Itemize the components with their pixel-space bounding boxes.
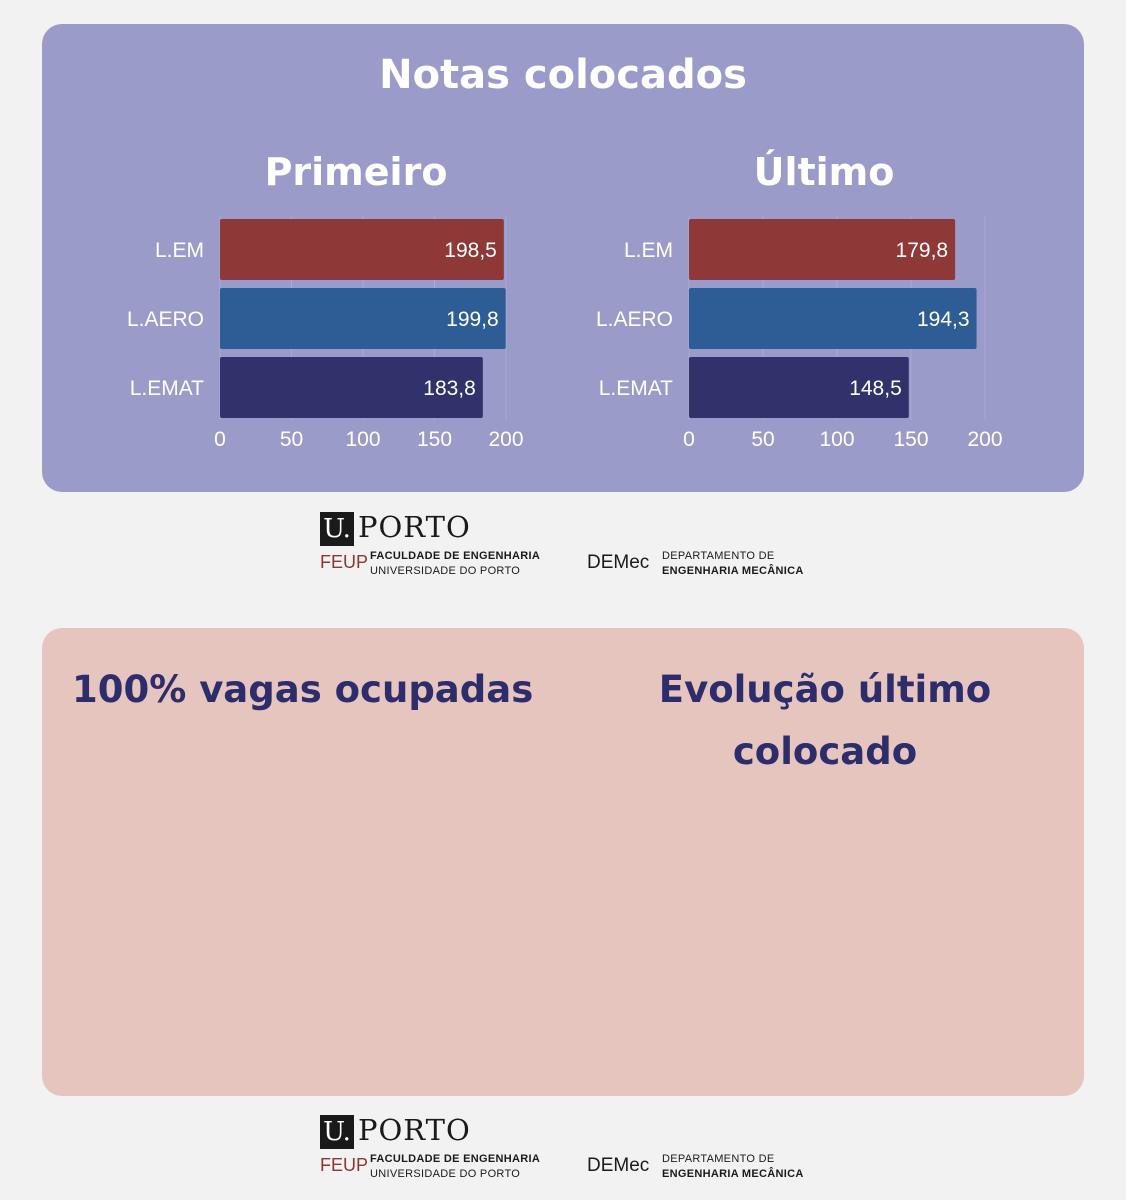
department-line1: DEPARTAMENTO DE [662, 1153, 775, 1165]
primeiro-category-label: L.AERO [127, 308, 204, 331]
primeiro-tick-label: 50 [280, 428, 303, 451]
uporto-logo-mark: U. [320, 512, 354, 546]
logo-block: U. PORTO FEUP FACULDADE DE ENGENHARIA UN… [320, 510, 820, 582]
primeiro-title: Primeiro [264, 150, 448, 194]
primeiro-tick-label: 0 [214, 428, 226, 451]
department-line2: ENGENHARIA MECÂNICA [662, 565, 804, 577]
ultimo-bar [689, 357, 909, 418]
department-line2: ENGENHARIA MECÂNICA [662, 1168, 804, 1180]
primeiro-category-label: L.EMAT [130, 377, 204, 400]
faculty-name: FACULDADE DE ENGENHARIA [370, 1153, 541, 1165]
ultimo-bar [689, 288, 977, 349]
ultimo-tick-label: 100 [819, 428, 854, 451]
uporto-wordmark: PORTO [358, 510, 471, 544]
primeiro-tick-label: 150 [417, 428, 452, 451]
vagas-evolucao-panel [42, 628, 1084, 1096]
primeiro-category-label: L.EM [155, 239, 204, 262]
notas-title: Notas colocados [379, 52, 747, 98]
primeiro-value-label: 183,8 [423, 377, 476, 400]
primeiro-bar [220, 219, 504, 280]
primeiro-bar [220, 357, 483, 418]
university-name: UNIVERSIDADE DO PORTO [370, 1168, 521, 1180]
feup-mark: FEUP [320, 552, 369, 572]
primeiro-tick-label: 100 [345, 428, 380, 451]
vagas-title: 100% vagas ocupadas [72, 668, 534, 711]
demec-mark: DEMec [587, 1155, 650, 1176]
ultimo-category-label: L.EM [624, 239, 673, 262]
uporto-logo-mark: U. [320, 1115, 354, 1149]
faculty-name: FACULDADE DE ENGENHARIA [370, 550, 541, 562]
ultimo-tick-label: 200 [967, 428, 1002, 451]
university-name: UNIVERSIDADE DO PORTO [370, 565, 521, 577]
ultimo-value-label: 179,8 [896, 239, 949, 262]
ultimo-tick-label: 0 [683, 428, 695, 451]
uporto-wordmark: PORTO [358, 1113, 471, 1147]
ultimo-value-label: 148,5 [849, 377, 902, 400]
evolucao-title-line2: colocado [732, 730, 918, 773]
demec-mark: DEMec [587, 552, 650, 573]
evolucao-title-line1: Evolução último [658, 668, 992, 711]
logo-block-bottom: U. PORTO FEUP FACULDADE DE ENGENHARIA UN… [320, 1113, 820, 1185]
ultimo-bar [689, 219, 956, 280]
primeiro-tick-label: 200 [488, 428, 523, 451]
ultimo-tick-label: 150 [893, 428, 928, 451]
ultimo-category-label: L.AERO [596, 308, 673, 331]
ultimo-tick-label: 50 [751, 428, 774, 451]
ultimo-category-label: L.EMAT [599, 377, 673, 400]
feup-mark: FEUP [320, 1155, 369, 1175]
primeiro-bar [220, 288, 506, 349]
ultimo-title: Último [753, 150, 895, 194]
ultimo-value-label: 194,3 [917, 308, 970, 331]
department-line1: DEPARTAMENTO DE [662, 550, 775, 562]
primeiro-value-label: 199,8 [446, 308, 499, 331]
primeiro-value-label: 198,5 [444, 239, 497, 262]
